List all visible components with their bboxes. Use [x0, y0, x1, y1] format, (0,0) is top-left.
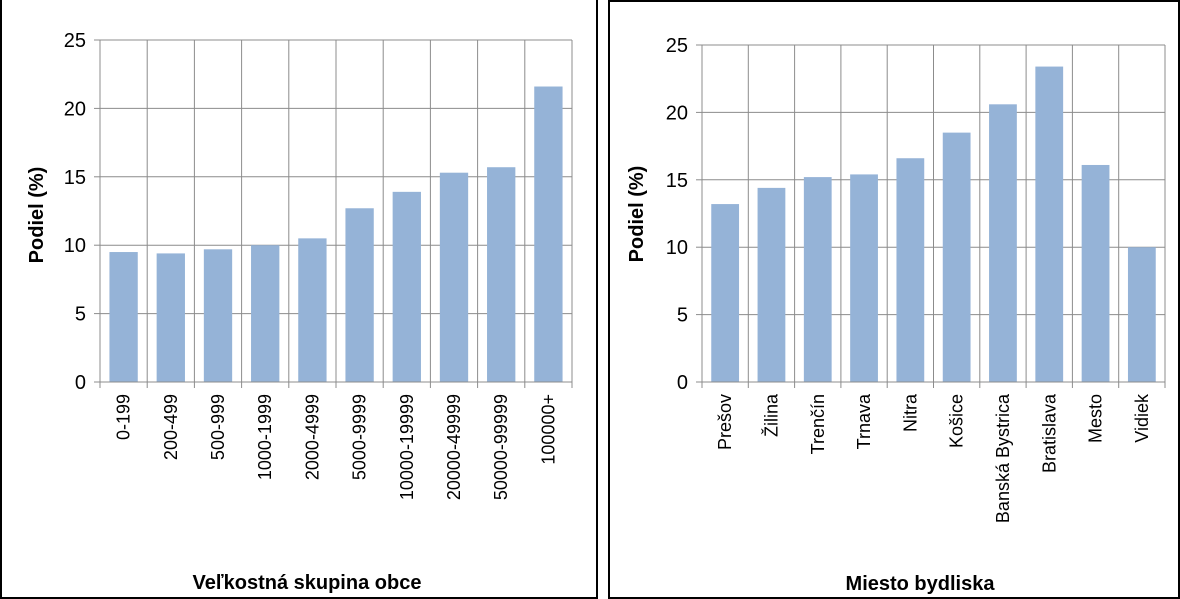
bar-10000-19999 [392, 191, 421, 382]
y-tick-label: 15 [64, 167, 86, 189]
y-tick-label: 25 [64, 30, 86, 52]
x-tick-label: Nitra [900, 393, 920, 432]
y-tick-label: 5 [75, 304, 86, 326]
bar-trenčín [803, 177, 832, 382]
x-tick-label: Mesto [1086, 394, 1106, 443]
chart-region: 0 5 10 15 20 25 Prešov Žilina Trenčín Trnava Nitra… [626, 35, 1166, 595]
chart-panel-right: 0 5 10 15 20 25 Prešov Žilina Trenčín Trnava Nitra… [608, 0, 1180, 599]
x-tick-label: 0-199 [114, 394, 134, 440]
x-tick-label: 1000-1999 [255, 394, 275, 480]
bar-vidiek [1127, 247, 1156, 382]
bar-2000-4999 [298, 238, 327, 382]
x-tick-label: Košice [947, 394, 967, 448]
bar-mesto [1081, 164, 1110, 382]
x-tick-label: Vidiek [1132, 393, 1152, 443]
y-tick-label: 5 [677, 305, 688, 327]
bar-prešov [711, 204, 740, 382]
bar-100000- [534, 86, 563, 383]
y-tick-label: 20 [64, 98, 86, 120]
bar-banská-bystrica [989, 104, 1017, 382]
y-tick-label: 20 [666, 102, 688, 124]
x-tick-label: Banská Bystrica [993, 393, 1013, 523]
x-tick-label: 100000+ [538, 394, 558, 465]
bar-nitra [896, 158, 925, 382]
y-axis-title: Podiel (%) [626, 166, 648, 263]
x-tick-label: 20000-49999 [444, 394, 464, 500]
bar-košice [942, 132, 971, 382]
chart-size-group: 0 5 10 15 20 25 0-199 200-499 500-999 1000-1999 20… [26, 30, 573, 594]
axes-layer [696, 44, 1166, 388]
labels-layer: 0 5 10 15 20 25 Prešov Žilina Trenčín Trnava Nitra… [666, 35, 1152, 523]
x-tick-label: Trenčín [808, 394, 828, 454]
x-tick-label: 10000-19999 [397, 394, 417, 500]
bar-bratislava [1035, 66, 1064, 383]
bar-0-199 [109, 252, 138, 382]
y-tick-label: 25 [666, 35, 688, 57]
x-tick-label: Bratislava [1039, 393, 1059, 473]
x-tick-label: 500-999 [208, 394, 228, 460]
grid-layer [100, 39, 573, 382]
x-tick-label: 50000-99999 [491, 394, 511, 500]
bar-trnava [850, 174, 878, 382]
x-tick-label: Trnava [854, 393, 874, 449]
bar-500-999 [203, 249, 233, 382]
x-axis-title: Veľkostná skupina obce [193, 572, 422, 594]
y-tick-label: 0 [677, 372, 688, 394]
bars-layer [711, 66, 1156, 383]
y-tick-label: 10 [64, 235, 86, 257]
bar-1000-1999 [251, 245, 280, 382]
y-axis-title: Podiel (%) [26, 167, 48, 264]
bar-20000-49999 [439, 172, 469, 382]
labels-layer: 0 5 10 15 20 25 0-199 200-499 500-999 1000-1999 20… [64, 30, 559, 500]
bars-layer [109, 86, 563, 383]
x-tick-label: 5000-9999 [350, 394, 370, 480]
chart-panel-left: 0 5 10 15 20 25 0-199 200-499 500-999 1000-1999 20… [0, 0, 598, 599]
y-tick-label: 15 [666, 170, 688, 192]
x-axis-title: Miesto bydliska [846, 573, 996, 595]
bar-50000-99999 [487, 167, 516, 382]
x-tick-label: 200-499 [161, 394, 181, 460]
axes-layer [94, 39, 573, 388]
y-tick-label: 0 [75, 372, 86, 394]
bar-5000-9999 [345, 208, 374, 382]
bar-200-499 [156, 253, 185, 382]
y-tick-label: 10 [666, 237, 688, 259]
x-tick-label: 2000-4999 [302, 394, 322, 480]
bar-žilina [757, 187, 786, 382]
x-tick-label: Žilina [761, 393, 781, 437]
x-tick-label: Prešov [715, 394, 735, 450]
